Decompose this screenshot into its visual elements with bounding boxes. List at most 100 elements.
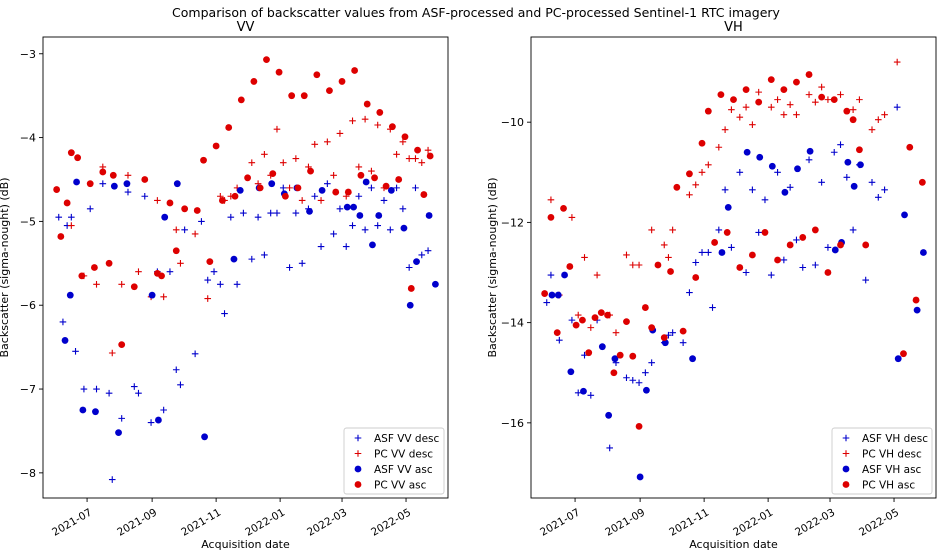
data-point [177, 381, 184, 389]
data-point [330, 230, 337, 238]
data-point [579, 316, 586, 324]
data-point [406, 301, 414, 309]
data-point [72, 348, 79, 355]
data-point [616, 351, 624, 359]
data-point [900, 350, 907, 358]
data-point [267, 209, 274, 217]
data-point [642, 369, 649, 377]
data-point [767, 103, 775, 111]
data-point [698, 139, 706, 147]
data-point [311, 140, 319, 148]
x-tick-label: 2021-07 [538, 506, 582, 538]
data-point [837, 91, 844, 98]
data-point [698, 168, 706, 176]
data-point [850, 182, 858, 190]
legend-marker [842, 465, 850, 473]
data-point [324, 138, 331, 146]
data-point [591, 314, 599, 322]
data-point [118, 415, 125, 422]
data-point [743, 148, 751, 156]
data-point [774, 256, 781, 264]
data-point [160, 293, 167, 301]
data-point [679, 339, 687, 346]
data-point [824, 244, 832, 251]
data-point [388, 123, 396, 131]
data-point [263, 56, 270, 64]
data-point [426, 152, 434, 160]
data-point [269, 170, 277, 178]
data-point [818, 179, 825, 186]
data-point [424, 247, 432, 255]
data-point [780, 111, 788, 118]
data-point [711, 239, 719, 246]
data-point [686, 289, 693, 296]
data-point [343, 203, 351, 211]
data-point [368, 167, 375, 175]
data-point [66, 291, 74, 299]
data-point [298, 260, 306, 267]
data-point [874, 194, 882, 201]
data-point [387, 186, 395, 194]
data-point [336, 130, 344, 137]
data-point [292, 155, 300, 162]
data-point [306, 207, 313, 215]
data-point [598, 343, 606, 351]
data-point [350, 203, 357, 211]
data-point [349, 222, 356, 229]
data-point [307, 167, 314, 175]
data-point [154, 197, 161, 204]
data-point [393, 151, 400, 158]
data-point [812, 98, 819, 106]
data-point [629, 376, 637, 384]
data-point [317, 197, 325, 204]
data-point [313, 71, 321, 79]
legend-label: ASF VV desc [374, 433, 440, 445]
data-point [553, 329, 561, 337]
data-point [412, 155, 419, 162]
data-points [541, 58, 927, 481]
data-point [376, 109, 384, 116]
data-point [110, 182, 118, 190]
data-point [395, 176, 403, 183]
legend: ASF VV desc PC VV desc ASF VV asc PC VV asc [343, 427, 445, 495]
data-point [362, 178, 370, 186]
data-point [560, 204, 567, 212]
data-point [862, 241, 870, 249]
data-point [610, 369, 618, 377]
data-point [99, 168, 107, 176]
y-tick-label: −3 [20, 48, 36, 61]
x-axis-label: Acquisition date [201, 538, 290, 551]
data-point [585, 349, 593, 357]
data-point [786, 184, 794, 191]
data-point [572, 321, 580, 329]
data-point [717, 91, 725, 99]
data-point [412, 184, 419, 192]
data-point [805, 91, 813, 98]
data-point [80, 385, 88, 393]
data-point [172, 226, 180, 234]
data-point [605, 411, 613, 419]
data-point [635, 261, 643, 269]
data-point [774, 96, 781, 103]
data-point [692, 181, 700, 189]
data-point [212, 142, 220, 150]
data-point [193, 207, 201, 214]
data-point [292, 209, 300, 217]
data-point [382, 182, 390, 190]
data-point [868, 179, 876, 186]
data-point [843, 107, 851, 115]
data-point [298, 197, 306, 204]
data-point [721, 186, 729, 194]
data-point [728, 106, 735, 113]
data-point [736, 168, 744, 176]
data-point [648, 226, 655, 234]
data-point [250, 78, 258, 85]
data-point [248, 159, 256, 167]
data-point [761, 196, 769, 204]
x-tick-label: 2021-09 [603, 506, 647, 538]
data-point [91, 264, 98, 271]
data-point [767, 76, 775, 83]
y-tick-label: −10 [501, 116, 524, 129]
data-point [204, 295, 212, 302]
data-point [118, 341, 126, 349]
